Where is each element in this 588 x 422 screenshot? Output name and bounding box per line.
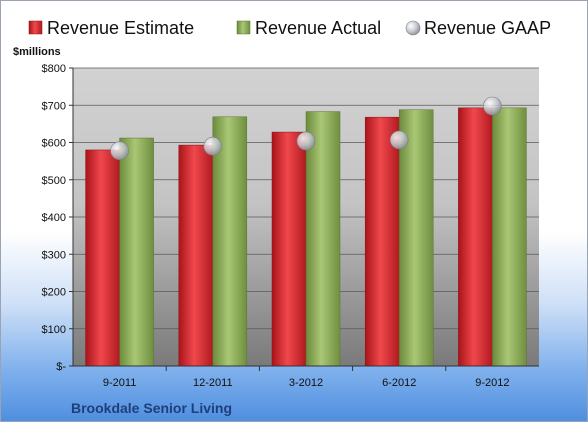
- x-tick-label-9-2011: 9-2011: [103, 377, 136, 389]
- y-tick-label-300: $300: [42, 249, 66, 261]
- bar-revenue-actual-9-2011: [119, 137, 154, 367]
- y-axis: $- $100 $200 $300 $400 $500 $600 $700 $800: [42, 63, 74, 373]
- legend-label-revenue-estimate: Revenue Estimate: [47, 18, 194, 38]
- point-revenue-gaap-9-2011: [110, 141, 129, 160]
- point-revenue-gaap-12-2011: [203, 136, 223, 156]
- bar-revenue-estimate-9-2011: [85, 149, 120, 367]
- y-tick-label-0: $-: [56, 361, 66, 373]
- legend-swatch-revenue-actual: [236, 20, 251, 35]
- bar-revenue-actual-3-2012: [305, 111, 341, 367]
- bar-revenue-estimate-9-2012: [458, 107, 493, 367]
- y-unit-label: $millions: [13, 46, 61, 58]
- y-tick-label-400: $400: [42, 212, 66, 224]
- bar-revenue-estimate-12-2011: [178, 144, 214, 367]
- bar-revenue-actual-9-2012: [492, 107, 527, 367]
- legend: Revenue Estimate Revenue Actual Revenue GA…: [28, 18, 551, 38]
- point-revenue-gaap-6-2012: [389, 130, 409, 150]
- bar-revenue-estimate-3-2012: [271, 131, 307, 367]
- bar-revenue-actual-12-2011: [212, 116, 248, 367]
- y-tick-label-200: $200: [42, 287, 66, 299]
- point-revenue-gaap-9-2012: [483, 96, 502, 116]
- bar-revenue-actual-6-2012: [398, 109, 434, 367]
- legend-swatch-revenue-estimate: [28, 20, 43, 35]
- x-axis: 9-2011 12-2011 3-2012 6-2012 9-2012: [73, 365, 539, 389]
- company-name: Brookdale Senior Living: [71, 400, 232, 416]
- y-tick-label-100: $100: [42, 324, 66, 336]
- x-tick-label-3-2012: 3-2012: [289, 377, 323, 389]
- y-tick-label-700: $700: [42, 100, 66, 112]
- y-tick-label-500: $500: [42, 175, 66, 187]
- bars: [85, 96, 527, 367]
- point-revenue-gaap-3-2012: [296, 131, 316, 151]
- x-tick-label-12-2011: 12-2011: [193, 377, 233, 389]
- legend-label-revenue-gaap: Revenue GAAP: [424, 18, 551, 38]
- legend-label-revenue-actual: Revenue Actual: [255, 18, 381, 38]
- legend-swatch-revenue-gaap: [405, 20, 421, 36]
- y-tick-label-600: $600: [42, 138, 66, 150]
- x-tick-label-9-2012: 9-2012: [475, 377, 509, 389]
- bar-revenue-estimate-6-2012: [364, 116, 400, 367]
- x-tick-label-6-2012: 6-2012: [382, 377, 416, 389]
- y-tick-label-800: $800: [42, 63, 66, 75]
